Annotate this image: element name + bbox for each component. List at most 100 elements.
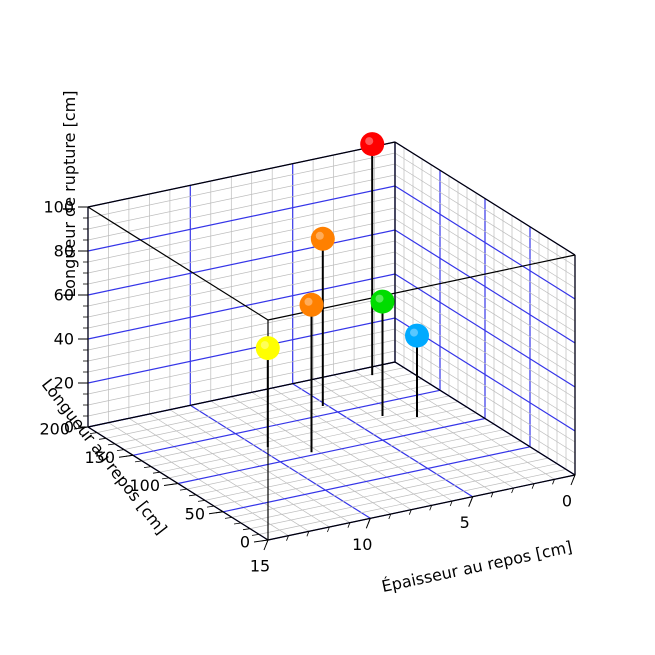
x-minor-tick [347,522,351,528]
floor-grid-line [96,367,405,433]
floor-grid-line [249,463,558,530]
y-minor-tick [206,505,215,508]
x-tick-label: 15 [250,557,270,576]
back-wall-grid-line [87,229,396,296]
x-minor-tick [470,496,474,502]
floor-grid-line [132,389,441,456]
side-wall-grid-line [394,207,576,322]
y-tick-label: 0 [240,533,250,552]
side-wall-grid-line [394,284,576,399]
side-wall-grid-line [394,240,576,355]
floor-grid-line [231,452,540,518]
data-point-highlight [260,341,269,350]
x-minor-tick [265,539,269,546]
back-wall-grid-line [87,218,396,285]
x-axis-title: Épaisseur au repos [cm] [380,537,574,596]
x-minor-tick [388,513,392,520]
side-wall-grid-line [394,350,576,465]
side-wall-grid-line [394,295,576,410]
x-minor-tick [286,535,289,541]
box-edge [87,141,396,208]
side-wall-grid-line [394,174,576,289]
y-minor-tick [161,477,170,480]
y-minor-tick [116,449,125,451]
y-minor-tick [242,528,251,531]
data-point [370,289,395,314]
side-wall-grid-line [394,152,576,267]
x-minor-tick [327,526,330,533]
back-wall-grid-line [87,174,396,241]
x-minor-tick [572,474,576,481]
z-tick-label: 60 [54,286,74,305]
y-minor-tick [233,522,242,525]
x-minor-tick [306,531,310,537]
x-minor-tick [429,505,433,511]
points-layer [255,132,429,361]
y-tick-label: 200 [39,420,70,439]
x-minor-tick [367,518,371,524]
side-wall-grid-line [394,229,576,344]
y-minor-tick [107,443,116,446]
side-wall-grid-line [394,251,576,366]
x-minor-tick [511,487,514,494]
y-minor-tick [152,471,161,474]
back-wall-grid-line [87,207,396,274]
x-minor-tick [408,509,412,515]
floor-grid-line [204,435,513,501]
side-wall-grid-line [394,339,576,454]
back-wall-grid-line [87,163,396,230]
y-minor-tick [260,539,269,542]
grid-layer [87,141,576,541]
data-point-highlight [304,297,313,306]
side-wall-grid-line [394,273,576,388]
box-edge [394,141,576,256]
data-point [360,132,385,157]
side-wall-grid-line [394,262,576,377]
y-minor-tick [197,500,206,502]
floor-grid-line [186,423,495,490]
side-wall-grid-line [394,163,576,278]
box-edge [267,474,576,541]
back-wall-grid-line [87,328,396,395]
floor-grid-line [141,395,450,462]
back-wall-grid-line [87,196,396,263]
x-tick-label: 0 [562,492,572,511]
floor-grid-line [213,440,522,507]
x-tick-label: 10 [352,535,372,554]
side-wall-grid-line [394,196,576,311]
data-point-highlight [365,137,374,146]
data-point-highlight [375,294,384,303]
y-axis-title: Longueur au repos [cm] [38,375,171,538]
x-minor-tick [490,492,494,498]
y-minor-tick [134,460,143,463]
data-point [299,292,324,317]
floor-grid-line [240,457,549,524]
y-tick-label: 100 [129,476,160,495]
box-edge [394,361,576,476]
side-wall-grid-line [394,185,576,300]
back-wall-grid-line [87,306,396,373]
floor-grid-line [159,406,468,473]
y-minor-tick [215,511,224,514]
y-minor-tick [170,483,179,485]
z-tick-label: 100 [43,198,74,217]
data-point [255,336,280,361]
x-minor-tick [552,479,555,485]
y-minor-tick [98,437,107,440]
stems-layer [266,144,418,453]
y-minor-tick [143,466,152,468]
back-wall-grid-line [87,262,396,329]
z-tick-label: 0 [64,418,74,437]
back-wall-grid-line [87,251,396,318]
side-wall-grid-line [394,328,576,443]
back-wall-grid-line [87,240,396,307]
back-wall-grid-line [87,185,396,252]
floor-grid-line [150,401,459,467]
data-point [405,323,429,348]
z-tick-label: 80 [54,242,74,261]
floor-grid-line [258,469,567,535]
box-edge [87,206,269,321]
x-tick-label: 5 [460,513,470,532]
